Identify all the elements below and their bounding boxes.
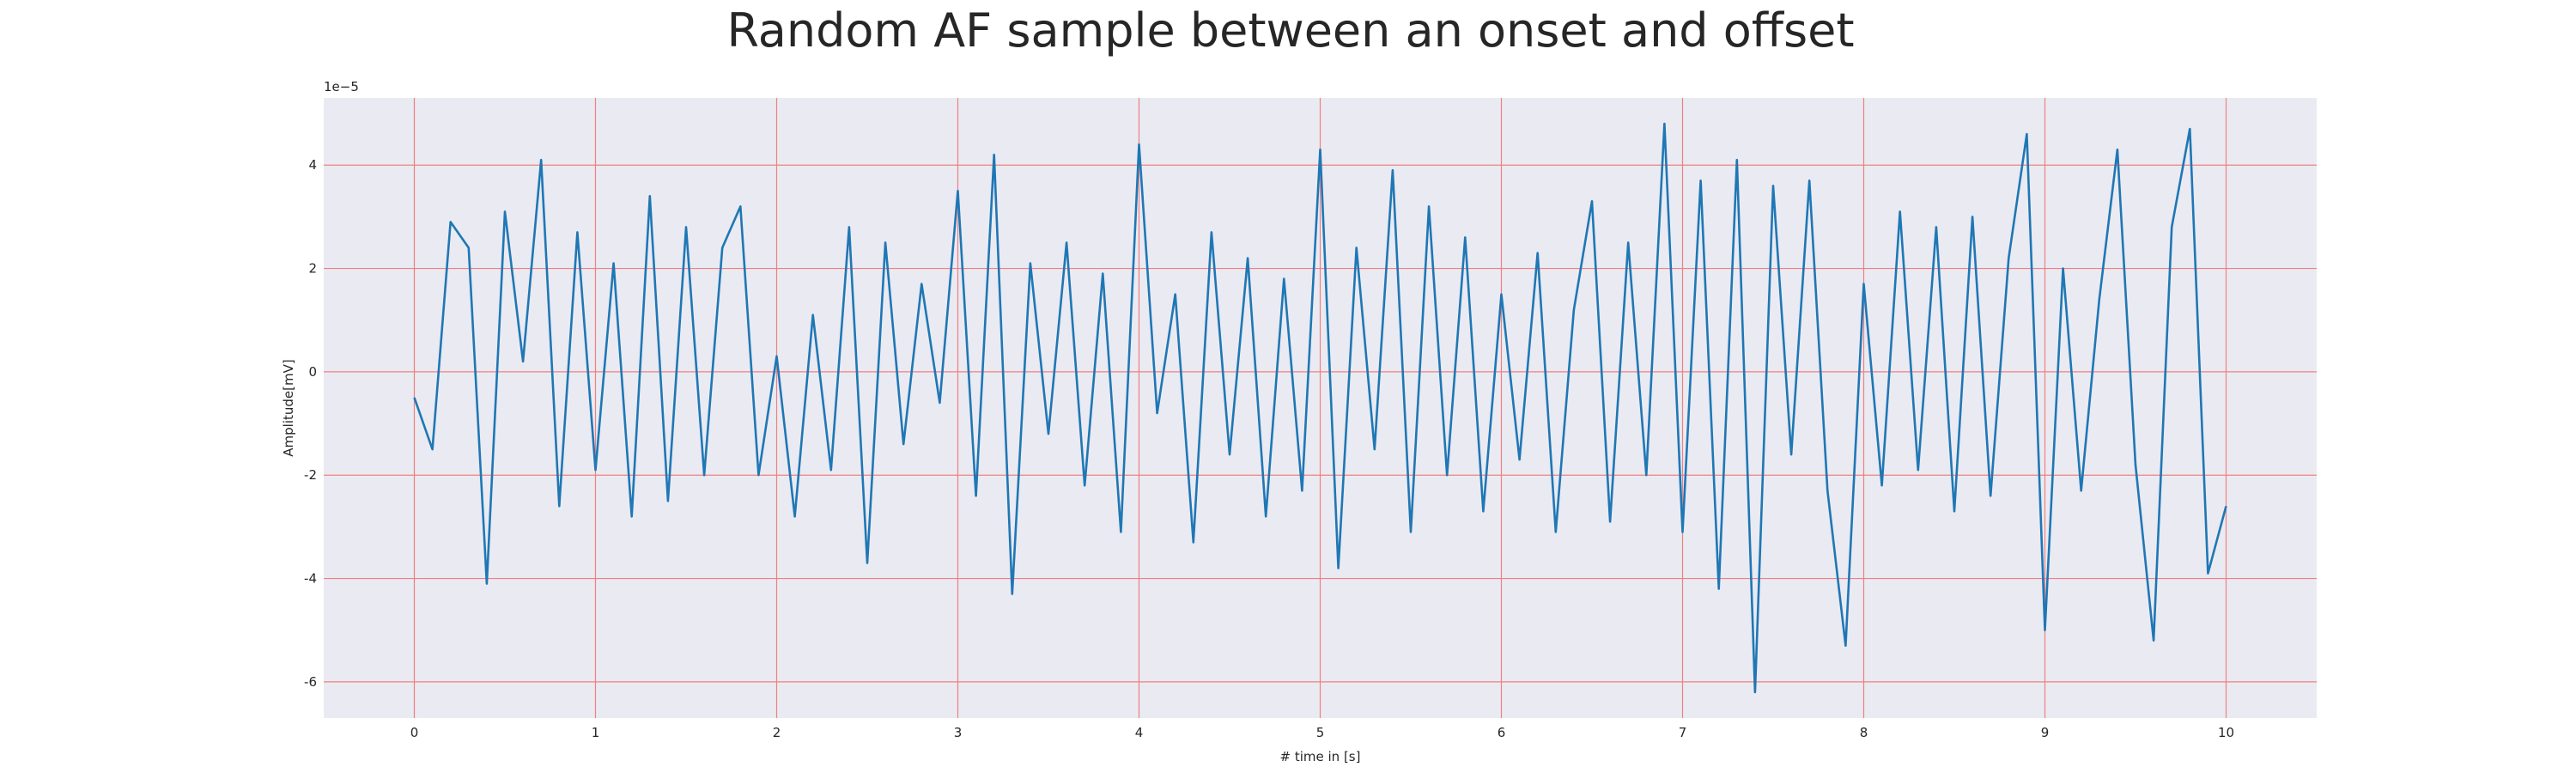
- y-tick-label: -2: [304, 467, 317, 483]
- y-tick-label: 0: [308, 364, 317, 380]
- y-tick-label: 4: [308, 157, 317, 173]
- y-offset-label: 1e−5: [324, 79, 359, 94]
- x-tick-label: 0: [410, 725, 419, 740]
- x-axis-label: # time in [s]: [1280, 749, 1361, 764]
- chart-title: Random AF sample between an onset and of…: [726, 3, 1854, 58]
- x-tick-label: 1: [592, 725, 600, 740]
- x-tick-label: 8: [1860, 725, 1868, 740]
- x-tick-label: 7: [1679, 725, 1687, 740]
- x-tick-label: 10: [2218, 725, 2234, 740]
- y-tick-label: 2: [308, 261, 317, 277]
- x-tick-label: 6: [1498, 725, 1506, 740]
- x-tick-label: 4: [1135, 725, 1144, 740]
- x-tick-label: 3: [954, 725, 963, 740]
- y-axis-label: Amplitude[mV]: [281, 359, 296, 456]
- x-tick-label: 5: [1316, 725, 1325, 740]
- x-tick-label: 2: [773, 725, 781, 740]
- y-tick-label: -4: [304, 571, 317, 587]
- x-tick-label: 9: [2041, 725, 2050, 740]
- data-line: [413, 122, 2227, 694]
- y-tick-label: -6: [304, 674, 317, 690]
